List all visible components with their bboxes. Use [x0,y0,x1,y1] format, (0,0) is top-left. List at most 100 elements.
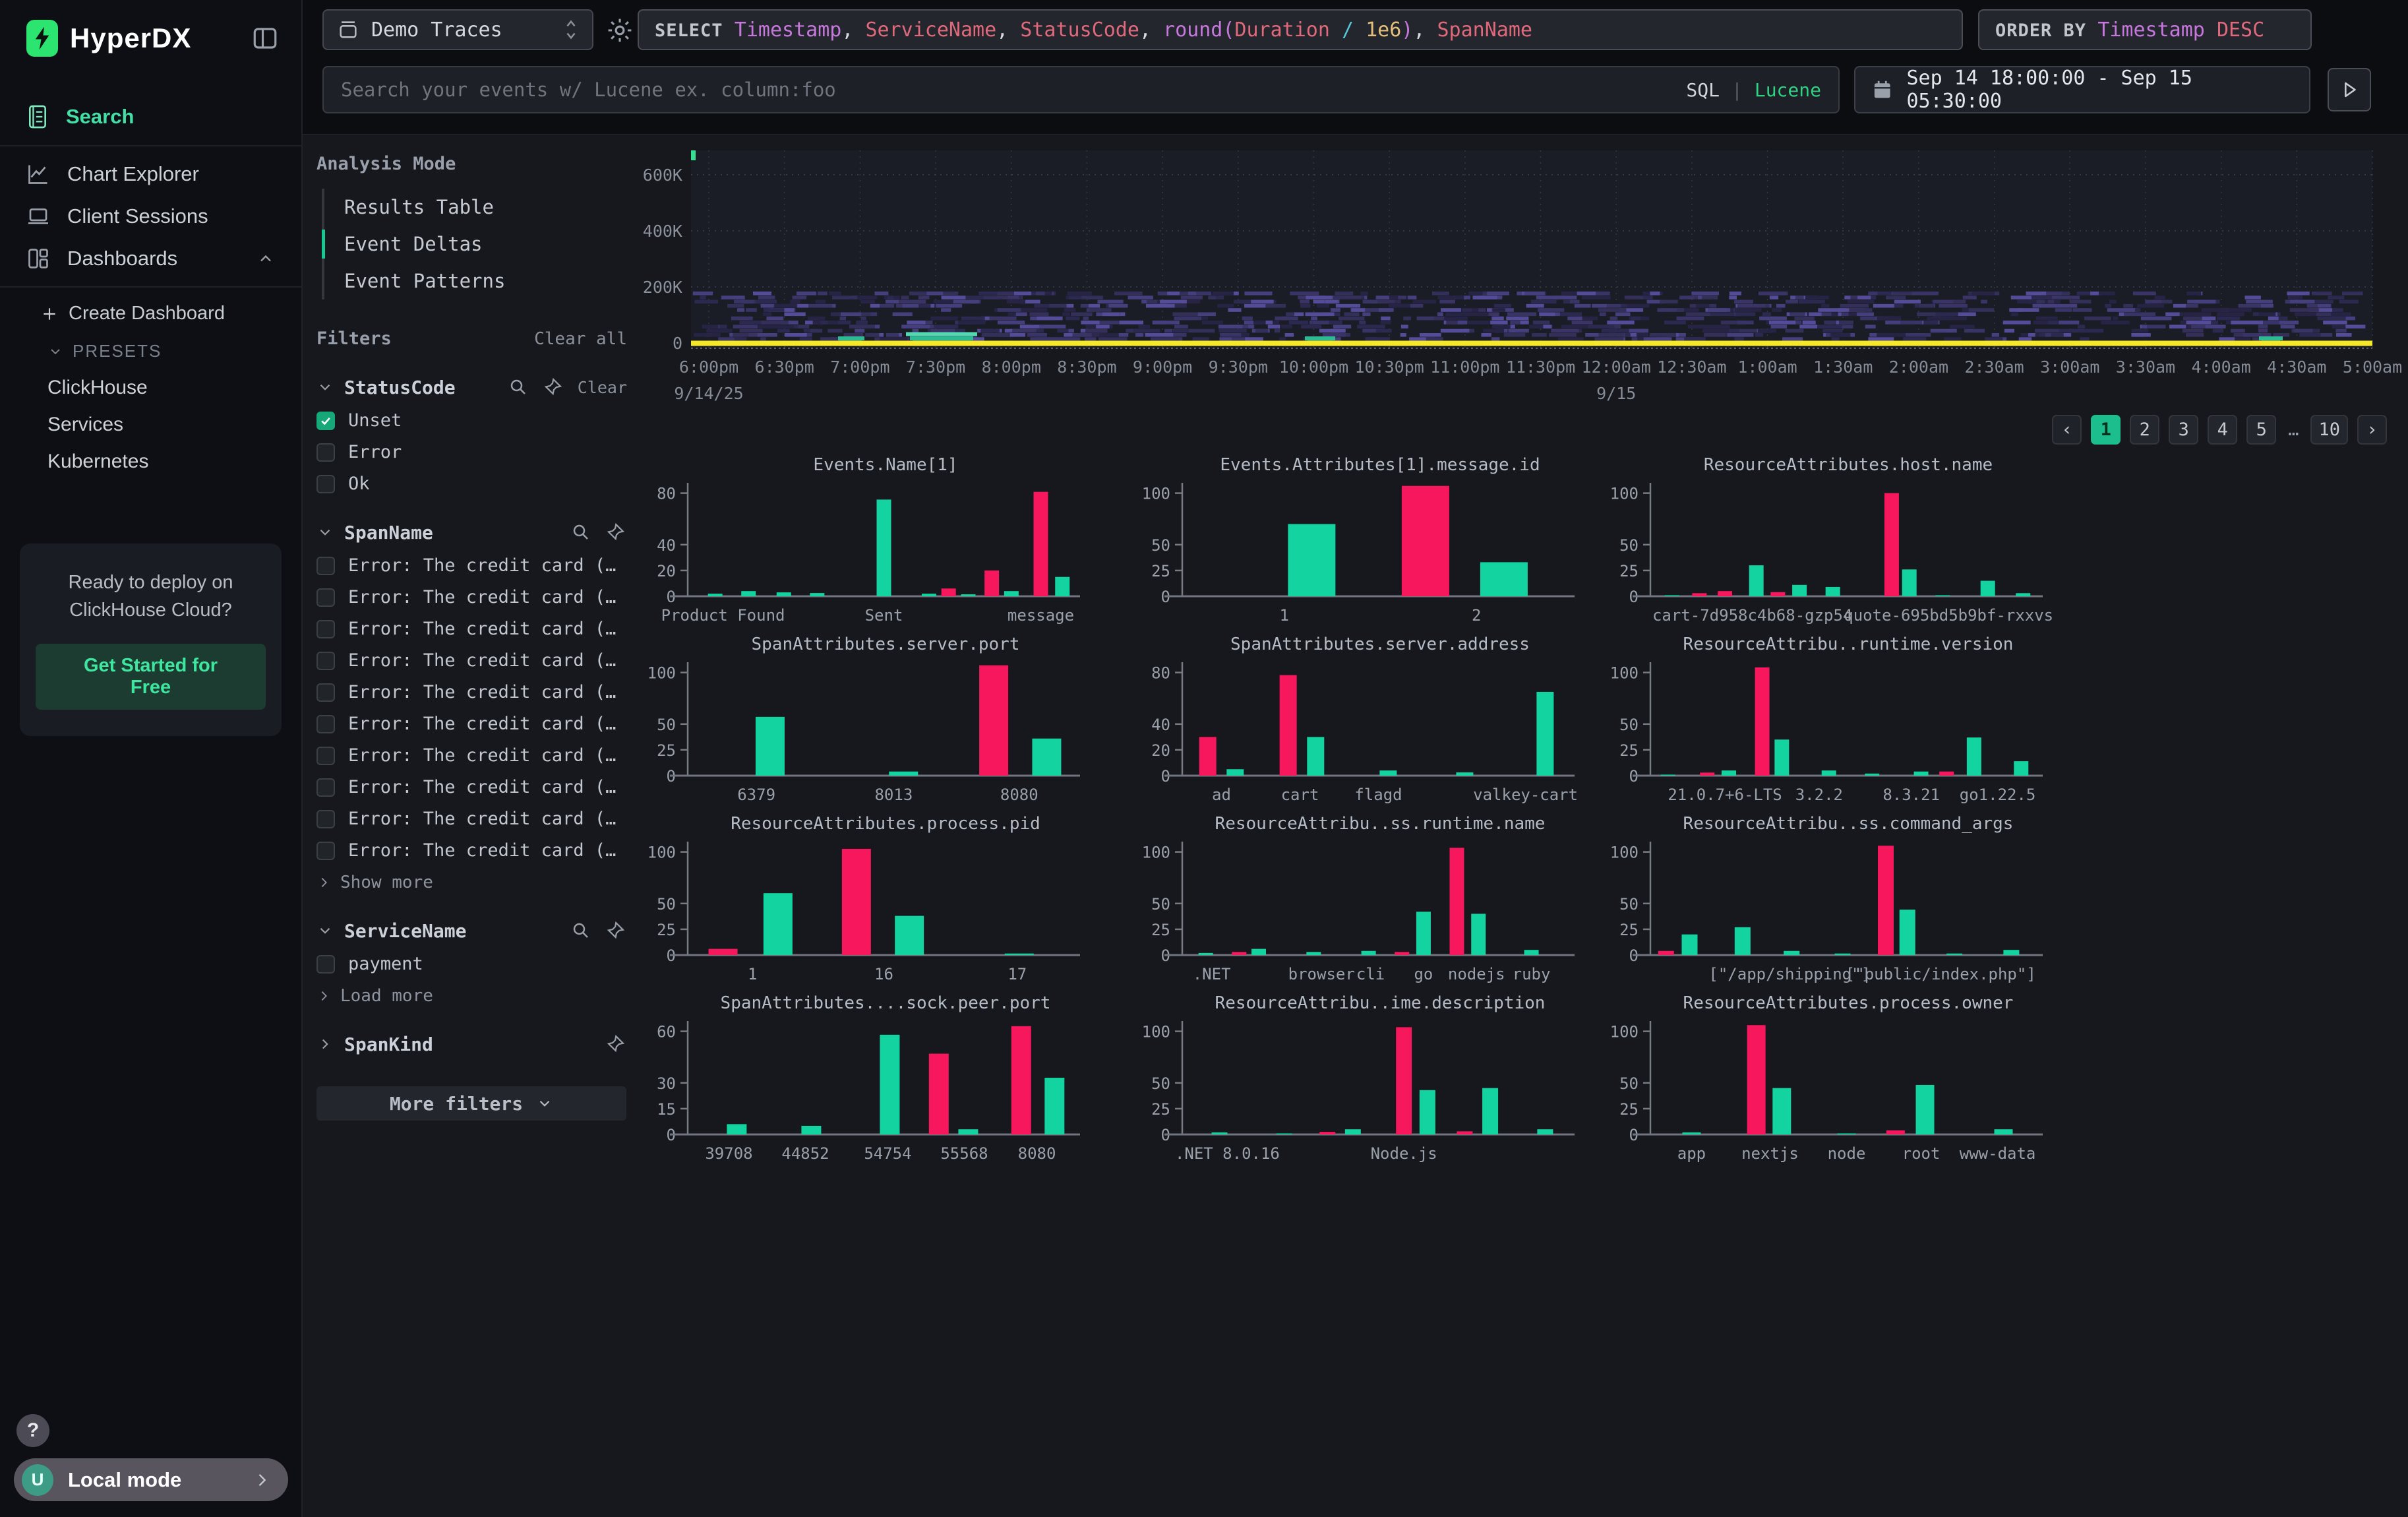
spanname-option[interactable]: Error: The credit card (… [316,555,627,576]
checkbox[interactable] [316,954,335,974]
statuscode-option[interactable]: Error [316,442,627,462]
create-dashboard-button[interactable]: Create Dashboard [0,294,301,333]
select-clause-input[interactable]: SELECT Timestamp, ServiceName, StatusCod… [638,9,1963,50]
spanname-option[interactable]: Error: The credit card (… [316,777,627,797]
statuscode-search-icon[interactable] [506,375,530,399]
spanname-pin-icon[interactable] [603,520,627,544]
chart-plot[interactable]: 02550100cart-7d958c4b68-gzp54quote-695bd… [1594,479,2056,631]
get-started-button[interactable]: Get Started for Free [36,644,266,710]
analysis-mode-event-deltas[interactable]: Event Deltas [322,226,627,263]
chart-plot[interactable]: 0255010011617 [632,838,1093,989]
pagination-page-5[interactable]: 5 [2246,415,2277,445]
checkbox[interactable] [316,474,335,493]
statuscode-group-title[interactable]: StatusCode [344,376,456,398]
search-input[interactable] [341,78,1687,101]
statuscode-option[interactable]: Ok [316,474,627,494]
spanname-option[interactable]: Error: The credit card (… [316,682,627,702]
analysis-mode-results-table[interactable]: Results Table [344,196,494,218]
more-filters-button[interactable]: More filters [316,1086,626,1121]
checkbox-checked[interactable] [316,411,335,430]
svg-text:Node.js: Node.js [1371,1144,1437,1163]
statuscode-pin-icon[interactable] [541,375,564,399]
presets-label: PRESETS [73,341,162,361]
chart-plot[interactable]: 0255010012 [1126,479,1588,631]
data-source-select[interactable]: Demo Traces [322,9,593,50]
checkbox[interactable] [316,443,335,462]
checkbox[interactable] [316,588,335,607]
servicename-pin-icon[interactable] [603,919,627,943]
checkbox[interactable] [316,809,335,828]
pagination-next-button[interactable]: › [2357,415,2387,445]
checkbox[interactable] [316,556,335,575]
line-chart-icon [28,165,47,184]
spanname-group-title[interactable]: SpanName [344,521,433,543]
sidebar-item-client-sessions[interactable]: Client Sessions [0,195,301,237]
chevron-down-icon[interactable] [316,379,334,396]
checkbox[interactable] [316,683,335,702]
help-button[interactable]: ? [16,1414,49,1447]
spanname-option[interactable]: Error: The credit card (… [316,809,627,829]
chart-plot[interactable]: 0204080adcartflagdvalkey-cart [1126,658,1588,810]
checkbox[interactable] [316,841,335,860]
pagination-prev-button[interactable]: ‹ [2052,415,2082,445]
show-more-button[interactable]: Show more [316,873,627,892]
pagination-page-4[interactable]: 4 [2208,415,2238,445]
spanname-option[interactable]: Error: The credit card (… [316,714,627,734]
checkbox[interactable] [316,746,335,765]
order-by-text: ORDER BY Timestamp DESC [1995,18,2264,42]
checkbox[interactable] [316,778,335,797]
spanname-option[interactable]: Error: The credit card (… [316,745,627,766]
checkbox[interactable] [316,619,335,638]
chevron-down-icon[interactable] [316,524,334,541]
lucene-toggle[interactable]: Lucene [1754,78,1821,101]
load-more-button[interactable]: Load more [316,986,627,1006]
chevron-right-icon[interactable] [316,1036,334,1053]
servicename-option[interactable]: payment [316,954,627,974]
analysis-mode-event-patterns[interactable]: Event Patterns [344,270,506,292]
statuscode-option[interactable]: Unset [316,410,627,431]
spankind-group-title[interactable]: SpanKind [344,1033,433,1055]
chart-plot[interactable]: 02550100appnextjsnoderootwww-data [1594,1017,2056,1169]
local-mode-menu[interactable]: U Local mode [14,1458,288,1501]
pagination-page-3[interactable]: 3 [2169,415,2199,445]
pagination-page-2[interactable]: 2 [2130,415,2160,445]
source-settings-button[interactable] [603,14,636,47]
sidebar-item-chart-explorer[interactable]: Chart Explorer [0,153,301,195]
chart-plot[interactable]: 02550100["/app/shipping"]["public/index.… [1594,838,2056,989]
time-range-picker[interactable]: Sep 14 18:00:00 - Sep 15 05:30:00 [1854,66,2310,113]
run-query-button[interactable] [2328,68,2371,111]
sidebar-preset-clickhouse[interactable]: ClickHouse [47,377,148,398]
checkbox[interactable] [316,651,335,670]
chevron-down-icon[interactable] [316,922,334,939]
pagination-page-1[interactable]: 1 [2091,415,2121,445]
events-timeline-heatmap[interactable]: 0 200K 400K 600K 6:00pm 6:30pm 7:00pm 7:30pm 8:0… [640,135,2408,412]
chart-plot[interactable]: 02550100637980138080 [632,658,1093,810]
spanname-option[interactable]: Error: The credit card (… [316,587,627,607]
order-by-input[interactable]: ORDER BY Timestamp DESC [1978,9,2312,50]
chart-plot[interactable]: 0153060397084485254754555688080 [632,1017,1093,1169]
presets-toggle[interactable]: PRESETS [0,333,301,369]
pagination-page-10[interactable]: 10 [2310,415,2348,445]
spanname-option[interactable]: Error: The credit card (… [316,840,627,861]
sidebar-collapse-icon[interactable] [251,24,279,53]
servicename-group-title[interactable]: ServiceName [344,919,467,942]
sidebar-item-dashboards[interactable]: Dashboards [0,237,301,280]
sidebar-preset-kubernetes[interactable]: Kubernetes [47,450,149,472]
sidebar-item-search[interactable]: Search [0,95,301,139]
checkbox[interactable] [316,714,335,733]
sql-toggle[interactable]: SQL [1686,78,1720,101]
svg-text:25: 25 [1619,741,1639,760]
spanname-option[interactable]: Error: The credit card (… [316,619,627,639]
servicename-search-icon[interactable] [569,919,593,943]
spanname-option[interactable]: Error: The credit card (… [316,650,627,671]
spankind-pin-icon[interactable] [603,1032,627,1056]
statuscode-clear-button[interactable]: Clear [577,377,627,397]
svg-text:50: 50 [1151,895,1170,913]
spanname-search-icon[interactable] [569,520,593,544]
clear-all-filters-button[interactable]: Clear all [534,328,627,349]
sidebar-preset-services[interactable]: Services [47,414,124,435]
